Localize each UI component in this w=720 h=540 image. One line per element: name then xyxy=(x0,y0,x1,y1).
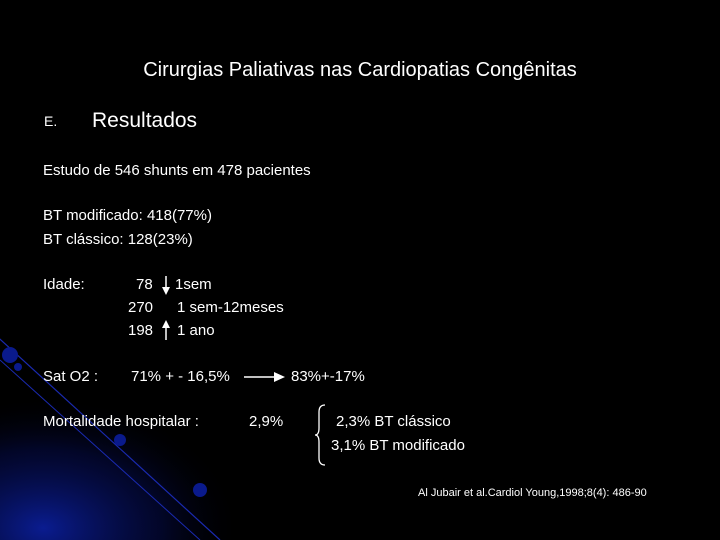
deco-dot-3 xyxy=(114,434,126,446)
section-letter: E. xyxy=(44,113,58,129)
bt-modified-line: BT modificado: 418(77%) xyxy=(43,207,212,224)
citation: Al Jubair et al.Cardiol Young,1998;8(4):… xyxy=(418,487,647,499)
mortality-modified: 3,1% BT modificado xyxy=(331,437,465,454)
deco-dot-1 xyxy=(2,347,18,363)
age-range-2: 1 sem-12meses xyxy=(177,299,284,316)
mortality-total: 2,9% xyxy=(249,413,284,430)
deco-dot-4 xyxy=(193,483,207,497)
bt-classic-line: BT clássico: 128(23%) xyxy=(43,231,193,248)
deco-dot-2 xyxy=(14,363,22,371)
up-arrow-icon xyxy=(162,320,170,340)
mortality-label: Mortalidade hospitalar : xyxy=(43,413,199,430)
deco-line-b xyxy=(0,359,201,540)
age-range-3: 1 ano xyxy=(177,322,215,339)
section-heading: Resultados xyxy=(92,109,198,132)
brace-icon xyxy=(314,404,326,466)
deco-line-a xyxy=(0,338,221,540)
sat-before: 71% + - 16,5% xyxy=(131,368,230,385)
age-count-3: 198 xyxy=(128,322,154,339)
age-label: Idade: xyxy=(43,276,85,293)
slide-title: Cirurgias Paliativas nas Cardiopatias Co… xyxy=(143,59,577,81)
mortality-classic: 2,3% BT clássico xyxy=(336,413,451,430)
age-count-2: 270 xyxy=(128,299,154,316)
right-arrow-icon xyxy=(244,372,285,382)
age-count-1: 78 xyxy=(136,276,153,293)
down-arrow-icon xyxy=(162,276,170,295)
age-range-1: 1sem xyxy=(175,276,212,293)
sat-after: 83%+-17% xyxy=(291,368,365,385)
study-line: Estudo de 546 shunts em 478 pacientes xyxy=(43,162,311,179)
sat-label: Sat O2 : xyxy=(43,368,99,385)
